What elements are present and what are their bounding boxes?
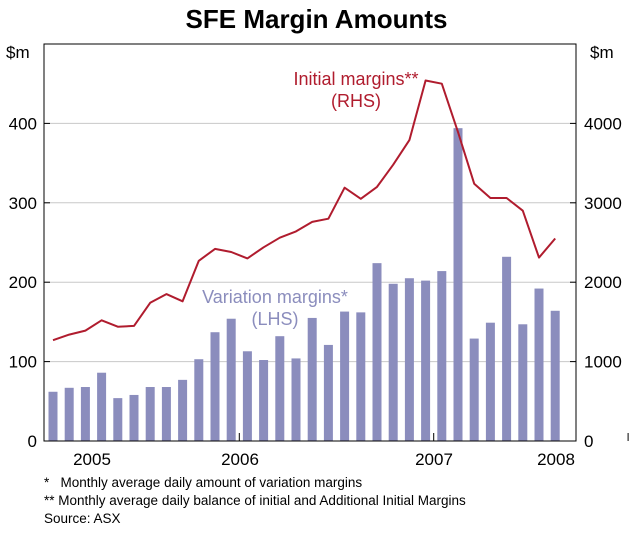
- chart-title: SFE Margin Amounts: [186, 4, 448, 34]
- variation-margin-bar: [97, 372, 107, 441]
- footnote-variation: * Monthly average daily amount of variat…: [44, 475, 363, 490]
- initial-margins-label: Initial margins**: [293, 69, 418, 89]
- initial-margin-line: [52, 79, 556, 342]
- variation-margin-bar: [291, 358, 301, 441]
- variation-margins-label: Variation margins*: [202, 287, 348, 307]
- variation-margin-bar: [388, 283, 398, 441]
- variation-margin-bar: [323, 344, 333, 441]
- variation-margin-bar: [64, 387, 74, 441]
- variation-margin-bar: [404, 278, 414, 441]
- left-tick-label: 300: [9, 194, 37, 213]
- left-tick-label: 0: [28, 432, 37, 451]
- variation-margin-bar: [80, 387, 90, 441]
- variation-margin-bar: [48, 391, 58, 441]
- variation-margin-bar: [485, 322, 495, 441]
- year-label: 2007: [415, 450, 453, 469]
- year-label: 2006: [221, 450, 259, 469]
- footnote-initial: ** Monthly average daily balance of init…: [44, 493, 466, 508]
- variation-margin-bar: [145, 387, 155, 441]
- axes: [43, 43, 629, 442]
- variation-margin-bar: [502, 256, 512, 441]
- variation-margin-bar: [372, 263, 382, 441]
- initial-margin-series-line: [52, 79, 556, 342]
- year-label: 2008: [537, 450, 575, 469]
- variation-margin-bar: [356, 312, 366, 441]
- variation-margin-bar: [259, 360, 269, 441]
- plot-frame: [43, 43, 577, 442]
- variation-margin-bar: [421, 280, 431, 441]
- right-axis-unit: $m: [590, 43, 614, 62]
- left-axis-unit: $m: [6, 43, 30, 62]
- variation-margin-bar: [340, 311, 350, 441]
- variation-margin-bar: [275, 336, 285, 441]
- x-axis-year-labels: 2005 2006 2007 2008: [73, 450, 575, 469]
- variation-margin-bar: [518, 324, 528, 441]
- variation-margin-bar: [453, 128, 463, 441]
- variation-margin-bar: [550, 310, 560, 441]
- footnote-source: Source: ASX: [44, 511, 121, 526]
- variation-margin-bar: [437, 271, 447, 441]
- variation-margin-bar: [469, 338, 479, 441]
- variation-margin-bar: [194, 359, 204, 441]
- variation-margin-bar: [226, 318, 236, 441]
- variation-margin-bar: [178, 379, 188, 441]
- left-tick-label: 100: [9, 353, 37, 372]
- left-tick-label: 400: [9, 114, 37, 133]
- initial-margins-axis-note: (RHS): [331, 91, 381, 111]
- variation-margin-bar: [210, 332, 220, 441]
- variation-margin-bar: [129, 394, 139, 441]
- variation-margin-bar: [307, 317, 317, 441]
- variation-margin-bar: [534, 288, 544, 441]
- right-tick-label: 1000: [584, 353, 622, 372]
- variation-margin-bar: [161, 387, 171, 441]
- left-tick-label: 200: [9, 273, 37, 292]
- left-axis-ticks: 0 100 200 300 400: [9, 114, 37, 451]
- variation-margin-bars: [48, 128, 560, 441]
- variation-margin-bar: [113, 398, 123, 441]
- right-tick-label: 3000: [584, 194, 622, 213]
- right-tick-label: 0: [584, 432, 593, 451]
- variation-margin-bar: [242, 351, 252, 441]
- variation-margins-axis-note: (LHS): [251, 309, 298, 329]
- right-axis-ticks: 0 1000 2000 3000 4000: [584, 114, 622, 451]
- right-tick-label: 4000: [584, 114, 622, 133]
- year-label: 2005: [73, 450, 111, 469]
- right-tick-label: 2000: [584, 273, 622, 292]
